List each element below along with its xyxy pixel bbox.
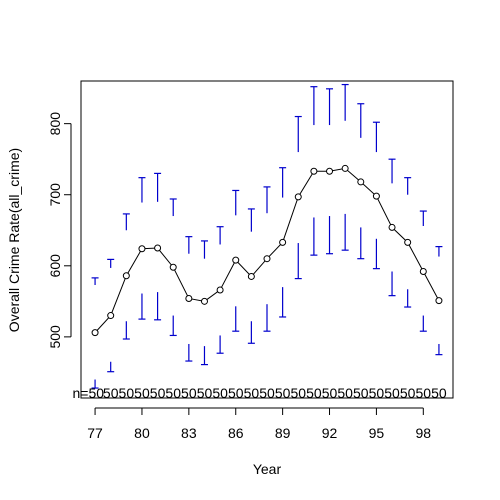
data-point bbox=[154, 244, 162, 252]
x-tick-label: 95 bbox=[369, 425, 385, 441]
data-point bbox=[310, 167, 318, 175]
data-point bbox=[91, 329, 99, 337]
y-axis-title: Overall Crime Rate(all_crime) bbox=[6, 148, 22, 332]
data-point bbox=[107, 312, 115, 320]
data-point bbox=[419, 267, 427, 275]
data-point bbox=[372, 192, 380, 200]
n-label: 50 bbox=[150, 385, 166, 401]
x-tick-label: 80 bbox=[134, 425, 150, 441]
data-point bbox=[326, 167, 334, 175]
data-point bbox=[341, 164, 349, 172]
data-point bbox=[138, 245, 146, 253]
data-point bbox=[122, 272, 130, 280]
n-label: 50 bbox=[337, 385, 353, 401]
data-point bbox=[388, 223, 396, 231]
n-label: 50 bbox=[400, 385, 416, 401]
n-label: 50 bbox=[322, 385, 338, 401]
y-axis: 500 600 700 800 bbox=[47, 112, 72, 349]
data-point bbox=[279, 238, 287, 246]
x-tick-label: 77 bbox=[87, 425, 103, 441]
x-tick-label: 89 bbox=[275, 425, 291, 441]
data-point bbox=[169, 263, 177, 271]
y-tick-label: 800 bbox=[47, 112, 63, 136]
data-point bbox=[185, 294, 193, 302]
y-tick-label: 700 bbox=[47, 183, 63, 207]
n-label: 50 bbox=[369, 385, 385, 401]
data-point bbox=[247, 272, 255, 280]
n-label: 50 bbox=[228, 385, 244, 401]
n-label: 50 bbox=[134, 385, 150, 401]
data-point bbox=[232, 256, 240, 264]
x-axis-title: Year bbox=[253, 461, 282, 477]
data-points bbox=[91, 164, 443, 337]
n-label: 50 bbox=[275, 385, 291, 401]
n-label: 50 bbox=[416, 385, 432, 401]
x-tick-label: 83 bbox=[181, 425, 197, 441]
x-tick-label: 92 bbox=[322, 425, 338, 441]
n-label: 50 bbox=[384, 385, 400, 401]
data-point bbox=[435, 297, 443, 305]
y-tick-label: 500 bbox=[47, 325, 63, 349]
data-point bbox=[404, 238, 412, 246]
data-point bbox=[357, 178, 365, 186]
n-label: 50 bbox=[353, 385, 369, 401]
data-point bbox=[263, 255, 271, 263]
n-label: 50 bbox=[290, 385, 306, 401]
n-label: 50 bbox=[119, 385, 135, 401]
n-label: 50 bbox=[306, 385, 322, 401]
data-point bbox=[200, 297, 208, 305]
plot-frame bbox=[80, 80, 454, 399]
data-point bbox=[294, 193, 302, 201]
n-label: 50 bbox=[212, 385, 228, 401]
x-axis: 77 80 83 86 89 92 95 98 bbox=[87, 407, 432, 441]
n-label: 50 bbox=[244, 385, 260, 401]
n-label: 50 bbox=[197, 385, 213, 401]
data-point bbox=[216, 286, 224, 294]
error-bars bbox=[91, 83, 443, 389]
n-label: n=50 bbox=[73, 385, 105, 401]
n-label: 50 bbox=[181, 385, 197, 401]
x-tick-label: 98 bbox=[416, 425, 432, 441]
n-label: 50 bbox=[165, 385, 181, 401]
n-label: 50 bbox=[431, 385, 447, 401]
x-tick-label: 86 bbox=[228, 425, 244, 441]
y-tick-label: 600 bbox=[47, 254, 63, 278]
n-label: 50 bbox=[259, 385, 275, 401]
n-label: 50 bbox=[103, 385, 119, 401]
